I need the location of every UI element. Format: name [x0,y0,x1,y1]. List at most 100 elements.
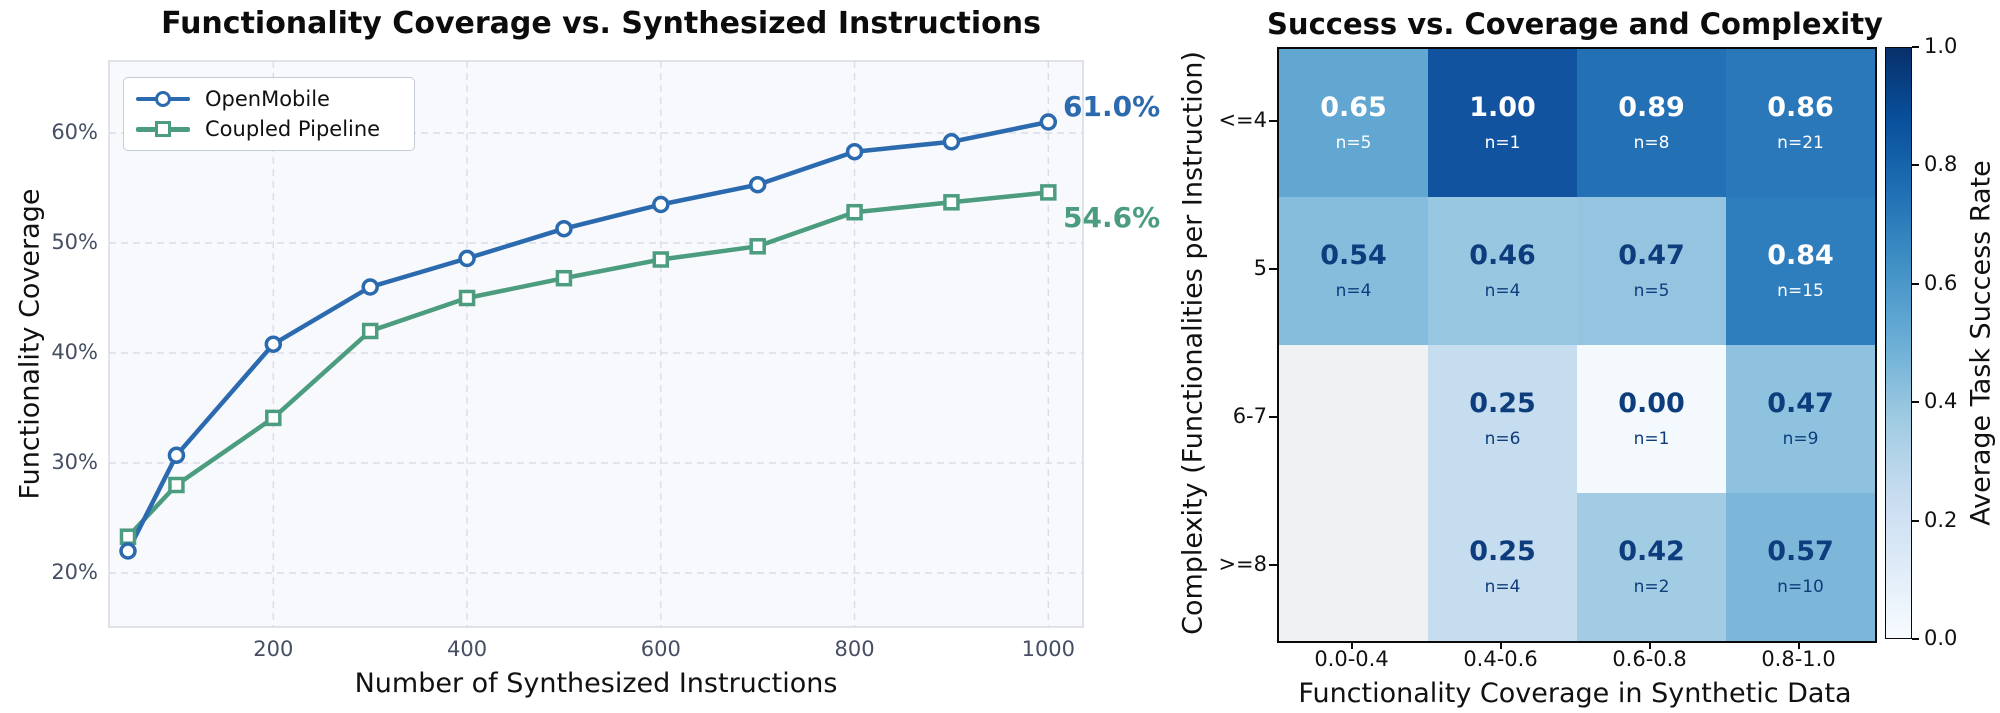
cell-value: 0.25 [1469,388,1536,419]
cell-count: n=4 [1484,577,1521,597]
cell-count: n=4 [1484,281,1521,301]
y-tick-label: 50% [51,230,98,254]
data-point-square [943,194,960,211]
row-tick-mark [1269,416,1277,418]
colorbar-tick-mark [1912,401,1919,404]
heatmap-cell-r1c0: 0.54 n=4 [1279,197,1428,345]
data-point-square [361,322,379,340]
cell-value: 0.65 [1320,92,1387,123]
col-tick-mark [1499,641,1502,649]
heatmap-col-label: 0.6-0.8 [1612,647,1687,671]
legend-label: Coupled Pipeline [205,117,381,142]
heatmap-cell-r1c3: 0.84 n=15 [1726,197,1875,345]
heatmap-row-label: 6-7 [1232,404,1267,428]
line-plot [108,60,1084,628]
data-point-square [168,476,185,494]
colorbar-tick-label: 0.8 [1924,152,1958,177]
heatmap-title: Success vs. Coverage and Complexity [1267,7,1883,41]
data-point-circle [652,195,670,214]
data-point-circle [1039,113,1058,131]
cell-count: n=2 [1633,577,1670,597]
heatmap-cell-r2c1: 0.25 n=6 [1428,345,1577,493]
line-chart-title: Functionality Coverage vs. Synthesized I… [161,6,1041,41]
heatmap-cell-r0c0: 0.65 n=5 [1279,49,1428,197]
heatmap-cell-r2c0 [1279,345,1428,493]
colorbar-tick-mark [1912,282,1919,285]
data-point-circle [167,446,186,465]
circle-marker-icon [155,90,171,107]
colorbar-label: Average Task Success Rate [1965,160,1997,526]
data-point-square [749,238,766,255]
data-point-circle [264,335,283,353]
data-point-circle [119,542,137,560]
y-axis-title: Functionality Coverage [14,188,46,500]
cell-value: 0.25 [1469,536,1536,567]
legend-label: OpenMobile [205,86,330,111]
cell-value: 0.86 [1767,92,1834,123]
cell-value: 1.00 [1469,92,1536,123]
heatmap-row-label: <=4 [1218,108,1267,132]
cell-value: 0.46 [1469,240,1536,271]
y-tick-label: 20% [51,560,98,584]
openmobile-final-value-annotation: 61.0% [1063,90,1161,123]
heatmap-cell-r0c1: 1.00 n=1 [1428,49,1577,197]
colorbar-tick-label: 0.0 [1924,626,1958,650]
heatmap-row-label: >=8 [1218,552,1267,576]
data-point-circle [555,219,573,238]
colorbar [1885,47,1912,639]
heatmap-cell-r1c1: 0.46 n=4 [1428,197,1577,345]
colorbar-tick-mark [1912,638,1919,640]
cell-count: n=21 [1777,133,1824,153]
data-point-square [1040,184,1057,201]
heatmap-cell-r2c3: 0.47 n=9 [1726,345,1875,493]
data-point-circle [361,278,379,296]
data-point-circle [748,175,767,194]
colorbar-tick-label: 1.0 [1924,34,1958,58]
heatmap-panel: Success vs. Coverage and Complexity [1100,0,2000,713]
cell-value: 0.42 [1618,536,1685,567]
data-point-square [652,251,670,268]
y-tick-label: 40% [51,340,98,364]
x-tick-label: 400 [447,637,488,661]
data-point-circle [942,133,961,151]
cell-count: n=15 [1777,281,1824,301]
row-tick-mark [1269,564,1277,566]
row-tick-mark [1269,268,1277,270]
x-tick-label: 600 [640,637,681,661]
cell-count: n=9 [1782,429,1819,449]
heatmap-cell-r0c3: 0.86 n=21 [1726,49,1875,197]
line-chart-panel: Functionality Coverage vs. Synthesized I… [14,6,1161,699]
cell-count: n=10 [1777,577,1824,597]
cell-value: 0.54 [1320,240,1387,271]
heatmap-col-label: 0.0-0.4 [1314,647,1389,671]
y-tick-label: 30% [51,450,98,474]
row-tick-mark [1269,120,1277,122]
x-tick-label: 200 [253,637,294,661]
heatmap-cell-r3c0 [1279,493,1428,641]
cell-count: n=5 [1335,133,1372,153]
square-marker-icon [155,121,171,138]
cell-count: n=5 [1633,281,1670,301]
cell-value: 0.57 [1767,536,1834,567]
heatmap-col-label: 0.8-1.0 [1761,647,1836,671]
data-point-square [119,528,137,545]
openmobile-line-swatch [136,89,190,109]
x-tick-label: 800 [834,637,875,661]
heatmap-cell-r2c2: 0.00 n=1 [1577,345,1726,493]
heatmap-y-axis-title: Complexity (Functionalities per Instruct… [1177,51,1209,635]
data-point-square [846,203,863,221]
cell-count: n=1 [1484,133,1521,153]
cell-value: 0.47 [1618,240,1685,271]
colorbar-tick-mark [1912,46,1919,48]
cell-value: 0.47 [1767,388,1834,419]
heatmap-grid: 0.65 n=5 1.00 n=1 0.89 n=8 0.86 n=21 0.54 n=4 0.46… [1277,47,1877,643]
heatmap-col-label: 0.4-0.6 [1463,647,1538,671]
cell-value: 0.00 [1618,388,1685,419]
data-point-circle [458,249,476,268]
legend-item-coupled-pipeline: Coupled Pipeline [136,117,402,141]
heatmap-cell-r1c2: 0.47 n=5 [1577,197,1726,345]
colorbar-tick-mark [1912,519,1919,522]
data-point-square [555,269,573,287]
legend: OpenMobile Coupled Pipeline [123,77,415,151]
x-tick-label: 1000 [1021,637,1076,661]
